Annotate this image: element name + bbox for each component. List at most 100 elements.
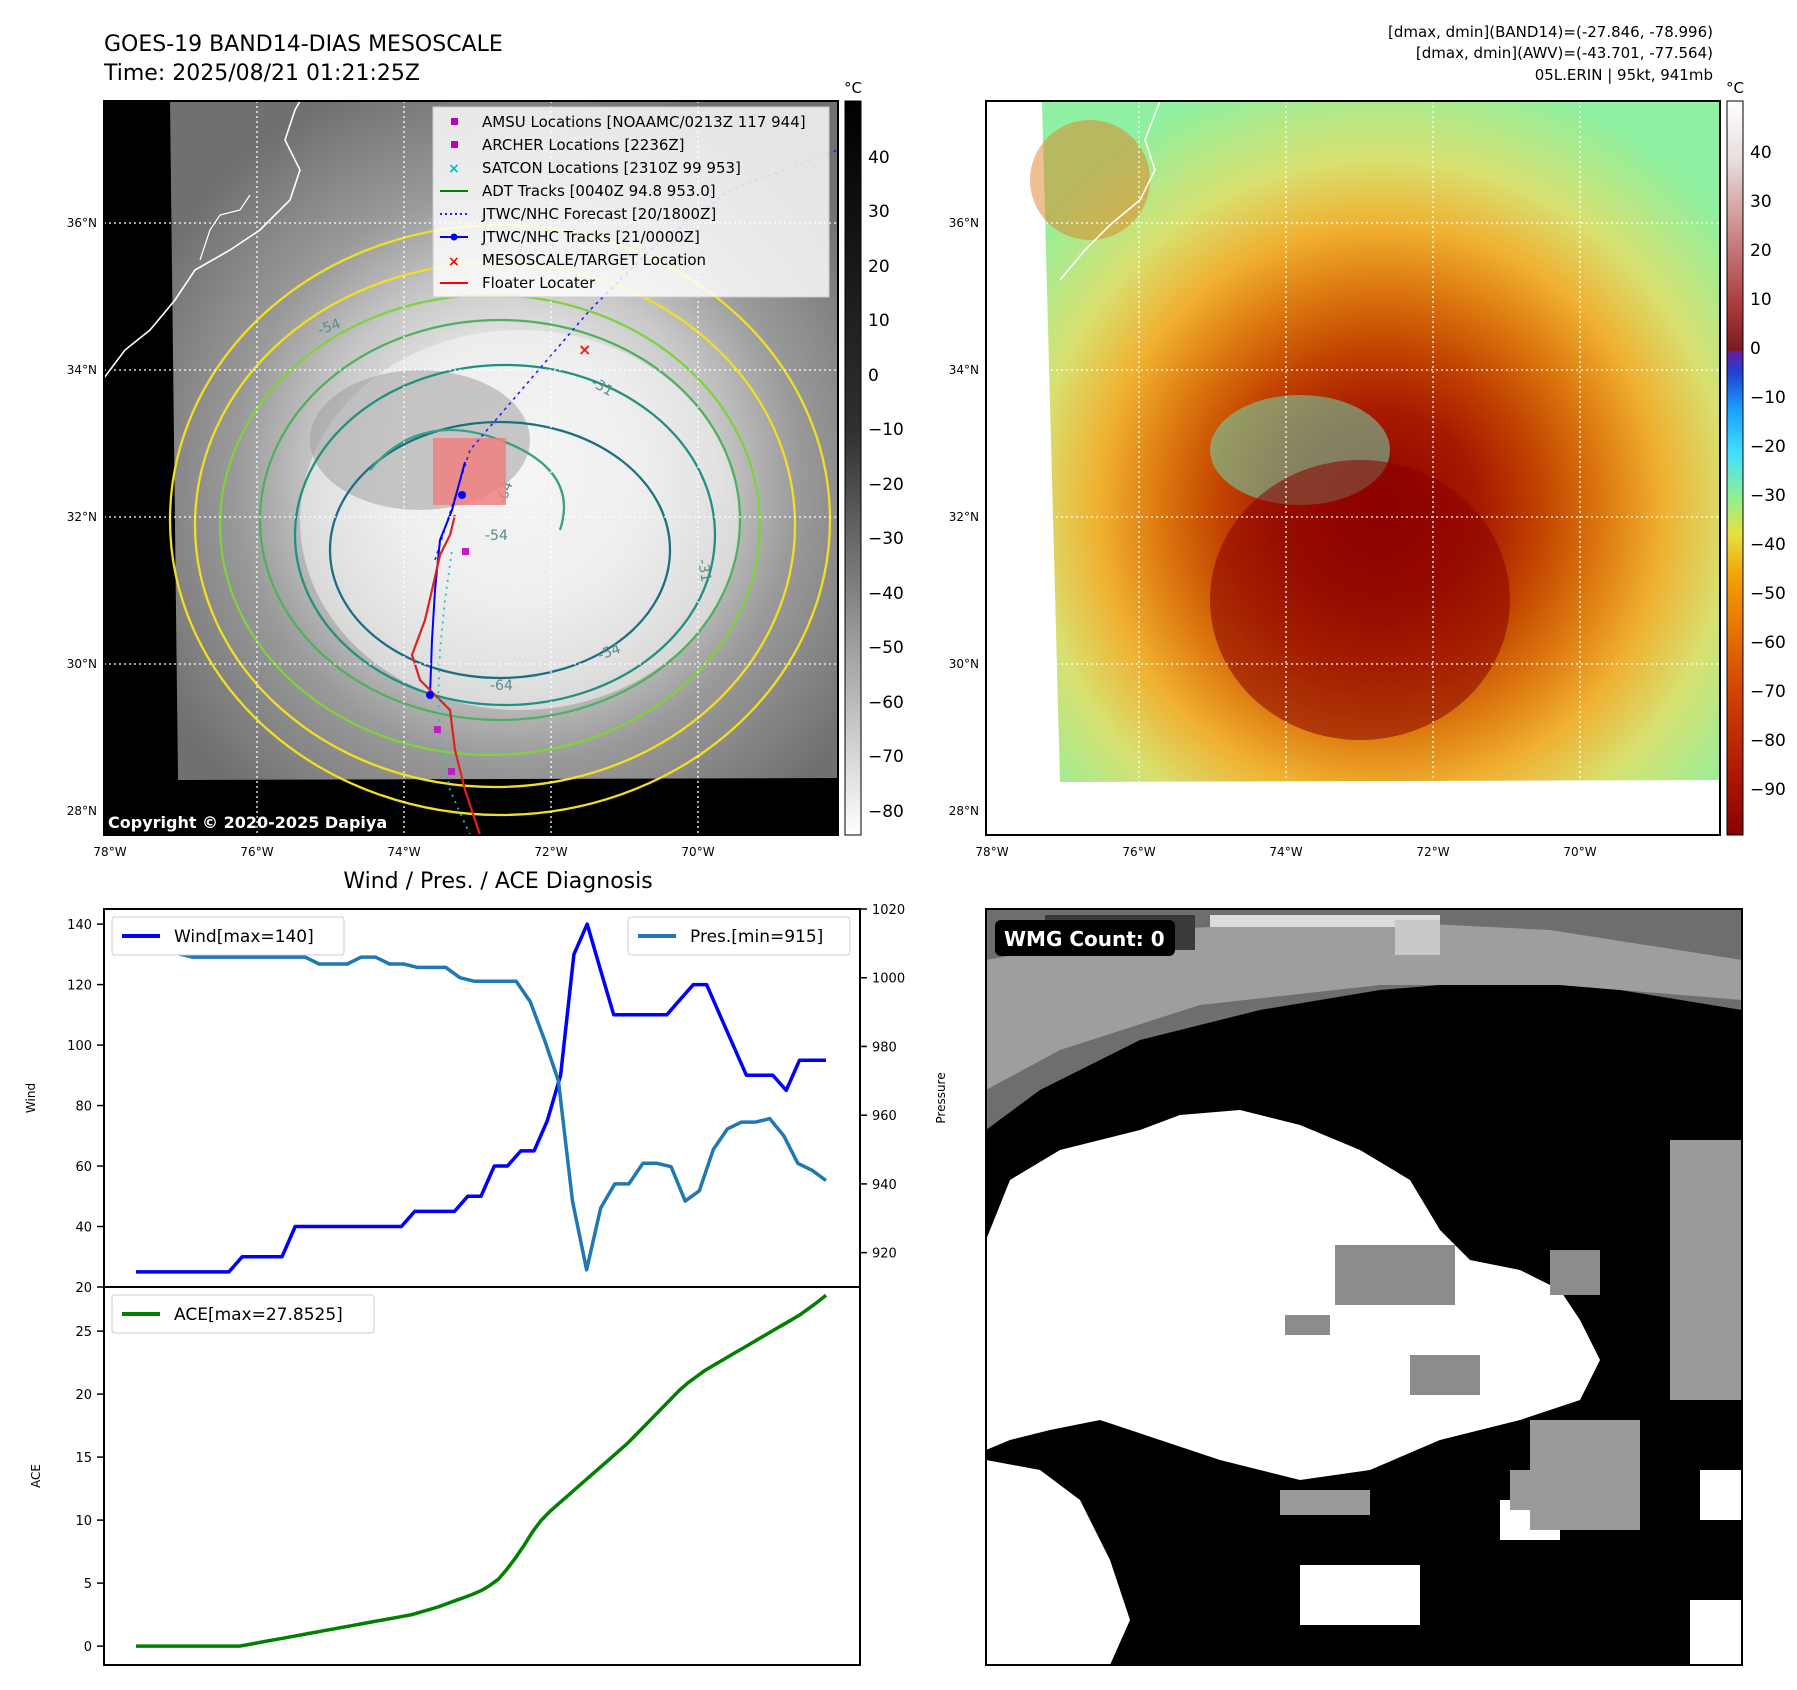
lat-label: 34°N [949,363,979,377]
colorbar-tick: −20 [868,475,904,495]
lat-label: 28°N [949,804,979,818]
lon-label: 76°W [1122,845,1155,859]
lon-label: 74°W [387,845,420,859]
legend-adt: ADT Tracks [0040Z 94.8 953.0] [482,182,716,200]
colorbar-tick: −10 [1750,388,1786,408]
colorbar-tick: 40 [868,148,890,168]
y2-tick-label: 980 [872,1040,897,1055]
lon-label: 72°W [1416,845,1449,859]
contour-label: -64 [490,678,513,694]
pressure-ylabel: Pressure [934,1072,948,1123]
lat-label: 30°N [949,657,979,671]
colorbar-tick: 20 [868,257,890,277]
map2-axis-labels: 36°N 34°N 32°N 30°N 28°N 78°W 76°W 74°W … [949,216,1597,859]
diagnosis-title: Wind / Pres. / ACE Diagnosis [343,869,652,894]
wmg-count: WMG Count: 0 [1004,927,1165,951]
wind-legend [111,916,345,956]
info-storm: 05L.ERIN | 95kt, 941mb [1535,66,1713,84]
wind-pressure-panel: 20 40 60 80 100 120 140 920 940 960 980 1000 1020 W… [24,903,948,1296]
y-tick-label: 25 [75,1325,92,1340]
map1-axis-labels: 36°N 34°N 32°N 30°N 28°N 78°W 76°W 74°W … [67,216,715,859]
ace-ylabel: ACE [29,1464,43,1488]
figure-title: GOES-19 BAND14-DIAS MESOSCALE [104,32,503,57]
y-tick-label: 20 [75,1388,92,1403]
y-tick-label: 140 [67,918,92,933]
colorbar-tick: −50 [1750,584,1786,604]
colorbar-tick: −30 [1750,486,1786,506]
colorbar-tick: 40 [1750,143,1772,163]
colorbar-tick: 10 [868,311,890,331]
svg-text:×: × [578,340,591,359]
legend-archer: ARCHER Locations [2236Z] [482,136,685,154]
copyright: Copyright © 2020-2025 Dapiya [108,813,387,832]
ace-legend-label: ACE[max=27.8525] [174,1305,343,1325]
lon-label: 76°W [240,845,273,859]
pressure-axis: 920 940 960 980 1000 1020 [860,903,905,1262]
colorbar-tick: −80 [868,802,904,822]
y2-tick-label: 940 [872,1178,897,1193]
colorbar-tick: 10 [1750,290,1772,310]
colorbar-tick: 20 [1750,241,1772,261]
colorbar-tick: −80 [1750,731,1786,751]
wind-ylabel: Wind [24,1083,38,1113]
y-tick-label: 0 [84,1640,92,1655]
figure-time: Time: 2025/08/21 01:21:25Z [103,61,420,86]
colorbar-unit: °C [1726,79,1744,97]
info-awv: [dmax, dmin](AWV)=(-43.701, -77.564) [1416,44,1713,62]
y2-tick-label: 920 [872,1247,897,1262]
contour-label: -54 [316,316,343,339]
colorbar-color: °C 40 30 20 10 0 −10 −20 −30 −40 −50 −60… [1726,79,1786,836]
colorbar-tick: −70 [1750,682,1786,702]
y-tick-label: 80 [75,1100,92,1115]
colorbar-tick: −30 [868,529,904,549]
lat-label: 32°N [949,510,979,524]
legend-tracks: JTWC/NHC Tracks [21/0000Z] [481,228,700,246]
satcon-track [437,549,471,836]
colorbar-tick: 0 [1750,339,1761,359]
colorbar-tick: −40 [1750,535,1786,555]
legend-mesoscale: MESOSCALE/TARGET Location [482,251,706,269]
colorbar-tick: −70 [868,747,904,767]
contour-label: -31 [694,558,714,583]
lat-label: 36°N [949,216,979,230]
lon-label: 78°W [975,845,1008,859]
lat-label: 28°N [67,804,97,818]
legend-amsu: AMSU Locations [NOAAMC/0213Z 117 944] [482,113,806,131]
svg-text:×: × [448,254,460,270]
colorbar-tick: 30 [868,202,890,222]
wind-series [136,922,826,1274]
ace-legend [111,1294,375,1334]
colorbar-unit: °C [844,79,862,97]
lon-label: 72°W [534,845,567,859]
map-legend: × × AMSU Locations [NOAAMC/0213Z 117 944… [432,106,830,298]
colorbar-tick: 30 [1750,192,1772,212]
ace-axis: 0 5 10 15 20 25 [75,1325,104,1655]
colorbar-tick: −10 [868,420,904,440]
legend-forecast: JTWC/NHC Forecast [20/1800Z] [481,205,716,223]
wmg-panel: WMG Count: 0 [985,908,1743,1666]
y2-tick-label: 1020 [872,903,905,918]
legend-floater: Floater Locater [482,274,596,292]
lon-label: 70°W [681,845,714,859]
y-tick-label: 40 [75,1221,92,1236]
y-tick-label: 10 [75,1514,92,1529]
lon-label: 70°W [1563,845,1596,859]
legend-satcon: SATCON Locations [2310Z 99 953] [482,159,741,177]
map-ir-color [985,100,1721,836]
colorbar-grayscale: °C 40 30 20 10 0 −10 −20 −30 −40 −50 −60… [844,79,904,836]
svg-text:×: × [448,161,460,177]
colorbar-tick: 0 [868,366,879,386]
lon-label: 78°W [93,845,126,859]
series-line [136,931,828,1272]
series-line [136,922,826,1274]
info-band14: [dmax, dmin](BAND14)=(-27.846, -78.996) [1388,23,1713,41]
ace-series [136,1293,828,1648]
colorbar-tick: −90 [1750,780,1786,800]
colorbar-tick: −40 [868,584,904,604]
y-tick-label: 60 [75,1160,92,1175]
lat-label: 32°N [67,510,97,524]
y-tick-label: 5 [84,1577,92,1592]
colorbar-tick: −20 [1750,437,1786,457]
lat-label: 30°N [67,657,97,671]
